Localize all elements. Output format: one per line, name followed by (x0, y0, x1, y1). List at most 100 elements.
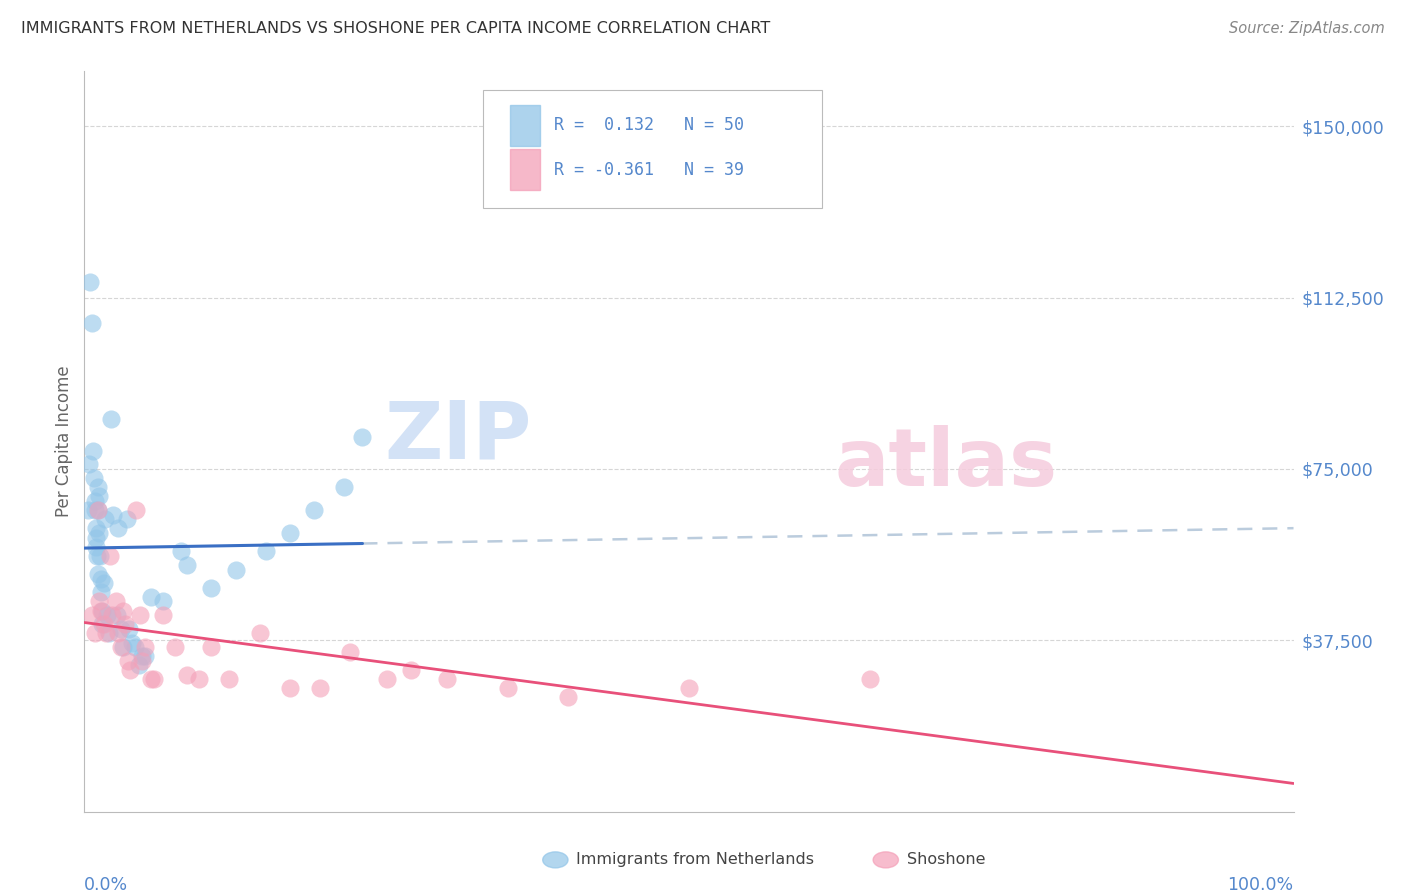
Point (375, 672, 398, 686)
Point (83, 471, 105, 485)
Text: Shoshone: Shoshone (907, 853, 986, 867)
Point (496, 681, 519, 696)
Bar (510, 105, 540, 145)
Point (399, 663, 422, 677)
Point (129, 608, 152, 623)
Text: 100.0%: 100.0% (1227, 876, 1294, 892)
Point (90, 585, 112, 599)
Point (165, 640, 187, 655)
Point (352, 430, 374, 444)
Text: IMMIGRANTS FROM NETHERLANDS VS SHOSHONE PER CAPITA INCOME CORRELATION CHART: IMMIGRANTS FROM NETHERLANDS VS SHOSHONE … (21, 21, 770, 36)
Point (254, 544, 277, 558)
Point (112, 604, 135, 618)
Point (101, 608, 124, 623)
Point (97, 626, 120, 640)
Text: Source: ZipAtlas.com: Source: ZipAtlas.com (1229, 21, 1385, 36)
Point (86, 531, 108, 545)
Point (200, 640, 222, 655)
Point (89, 525, 111, 540)
Text: R = -0.361   N = 39: R = -0.361 N = 39 (554, 161, 744, 178)
Point (249, 626, 271, 640)
Point (107, 521, 129, 535)
Point (176, 667, 198, 681)
Point (859, 672, 882, 686)
FancyBboxPatch shape (484, 90, 823, 209)
Point (104, 594, 127, 608)
Point (200, 581, 222, 595)
Text: atlas: atlas (834, 425, 1057, 503)
Point (91, 617, 114, 632)
Point (94, 626, 117, 640)
Point (128, 658, 150, 673)
Point (117, 654, 139, 668)
Point (94, 512, 117, 526)
Point (143, 672, 166, 686)
Point (110, 640, 132, 655)
Point (333, 480, 356, 494)
Point (225, 562, 247, 576)
Point (86, 503, 108, 517)
Point (82, 443, 104, 458)
Point (98, 549, 121, 563)
Text: 0.0%: 0.0% (84, 876, 128, 892)
Point (302, 503, 325, 517)
Point (170, 544, 193, 558)
Point (139, 672, 162, 686)
Point (100, 411, 122, 425)
Point (93, 576, 115, 591)
Point (86, 549, 108, 563)
Point (86, 540, 108, 554)
Y-axis label: Per Capita Income: Per Capita Income (55, 366, 73, 517)
Text: Immigrants from Netherlands: Immigrants from Netherlands (576, 853, 814, 867)
Point (115, 512, 138, 526)
Point (124, 640, 146, 655)
Point (125, 503, 148, 517)
Point (120, 663, 142, 677)
Point (87, 594, 110, 608)
Point (90, 604, 112, 618)
Point (188, 672, 211, 686)
Point (103, 508, 125, 522)
Bar (510, 150, 540, 190)
Point (87, 489, 110, 503)
Point (107, 626, 129, 640)
Point (84, 503, 107, 517)
Point (131, 649, 153, 664)
Point (339, 645, 361, 659)
Point (105, 608, 128, 623)
Point (93, 617, 115, 632)
Point (84, 521, 107, 535)
Point (134, 649, 156, 664)
Point (139, 590, 162, 604)
Point (80, 608, 103, 623)
Point (114, 617, 136, 632)
Point (436, 672, 458, 686)
Point (176, 558, 198, 572)
Point (152, 594, 174, 608)
Point (121, 635, 143, 649)
Point (79, 275, 101, 289)
Point (112, 640, 135, 655)
Point (77, 503, 100, 517)
Point (86, 567, 108, 582)
Text: R =  0.132   N = 50: R = 0.132 N = 50 (554, 117, 744, 135)
Point (86, 480, 108, 494)
Point (278, 525, 301, 540)
Point (89, 549, 111, 563)
Point (557, 690, 579, 705)
Point (84, 626, 107, 640)
Point (90, 572, 112, 586)
Point (80, 316, 103, 330)
Point (131, 654, 153, 668)
Point (152, 608, 174, 623)
Point (90, 604, 112, 618)
Point (278, 681, 301, 696)
Point (118, 622, 141, 636)
Point (678, 681, 700, 696)
Point (309, 681, 332, 696)
Text: ZIP: ZIP (384, 398, 531, 476)
Point (134, 640, 156, 655)
Point (110, 622, 132, 636)
Point (77, 458, 100, 472)
Point (218, 672, 240, 686)
